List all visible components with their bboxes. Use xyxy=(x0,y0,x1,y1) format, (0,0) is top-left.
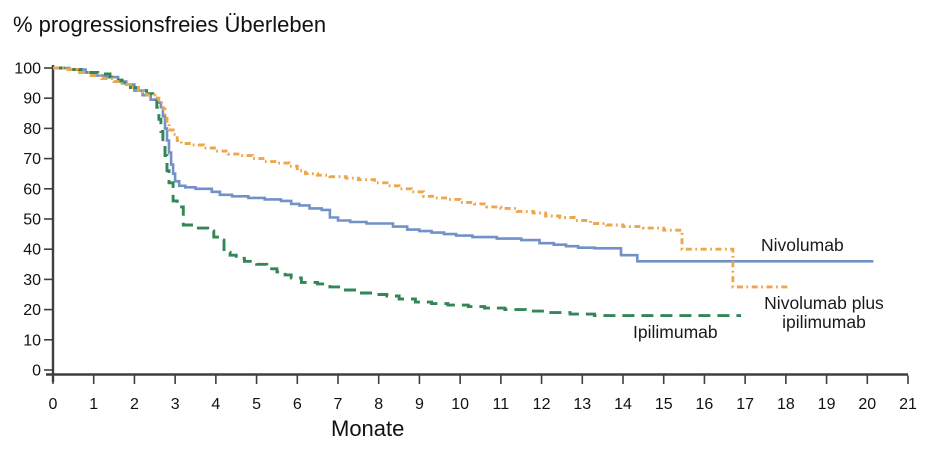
x-tick-label: 4 xyxy=(211,396,220,413)
y-tick-label: 50 xyxy=(23,212,41,229)
y-tick-label: 80 xyxy=(23,121,41,138)
nivolumab-plus-ipilimumab-curve xyxy=(53,66,790,289)
x-tick-label: 1 xyxy=(89,396,98,413)
y-tick-label: 100 xyxy=(14,61,41,78)
y-tick-label: 0 xyxy=(32,363,41,380)
y-tick-label: 40 xyxy=(23,242,41,259)
x-tick-label: 11 xyxy=(493,396,510,413)
ipilimumab-curve-label: Ipilimumab xyxy=(633,322,718,342)
x-tick-label: 8 xyxy=(374,396,383,413)
x-tick-label: 10 xyxy=(451,396,469,413)
y-tick-label: 20 xyxy=(23,302,41,319)
nivolumab-plus-ipilimumab-curve-label: Nivolumab plus ipilimumab xyxy=(764,293,884,332)
x-tick-label: 5 xyxy=(252,396,261,413)
y-tick-label: 10 xyxy=(23,332,41,349)
x-tick-label: 18 xyxy=(777,396,795,413)
x-tick-label: 16 xyxy=(696,396,714,413)
x-tick-label: 19 xyxy=(818,396,836,413)
nivolumab-curve-label: Nivolumab xyxy=(761,235,844,255)
chart-title: % progressionsfreies Überleben xyxy=(13,12,327,37)
x-tick-label: 17 xyxy=(736,396,754,413)
x-tick-label: 21 xyxy=(899,396,917,413)
y-tick-label: 90 xyxy=(23,91,41,108)
ipilimumab-curve xyxy=(53,66,742,318)
x-tick-label: 12 xyxy=(533,396,551,413)
x-tick-label: 7 xyxy=(334,396,343,413)
y-tick-label: 30 xyxy=(23,272,41,289)
x-tick-label: 3 xyxy=(171,396,180,413)
x-tick-label: 20 xyxy=(858,396,876,413)
x-tick-label: 9 xyxy=(415,396,424,413)
x-axis-title: Monate xyxy=(331,416,405,441)
x-tick-label: 13 xyxy=(573,396,591,413)
x-tick-label: 15 xyxy=(655,396,673,413)
y-tick-label: 70 xyxy=(23,151,41,168)
x-tick-label: 6 xyxy=(293,396,302,413)
x-tick-label: 2 xyxy=(130,396,139,413)
y-tick-label: 60 xyxy=(23,181,41,198)
nivolumab-curve xyxy=(53,66,874,263)
x-tick-label: 0 xyxy=(49,396,58,413)
x-tick-label: 14 xyxy=(614,396,632,413)
